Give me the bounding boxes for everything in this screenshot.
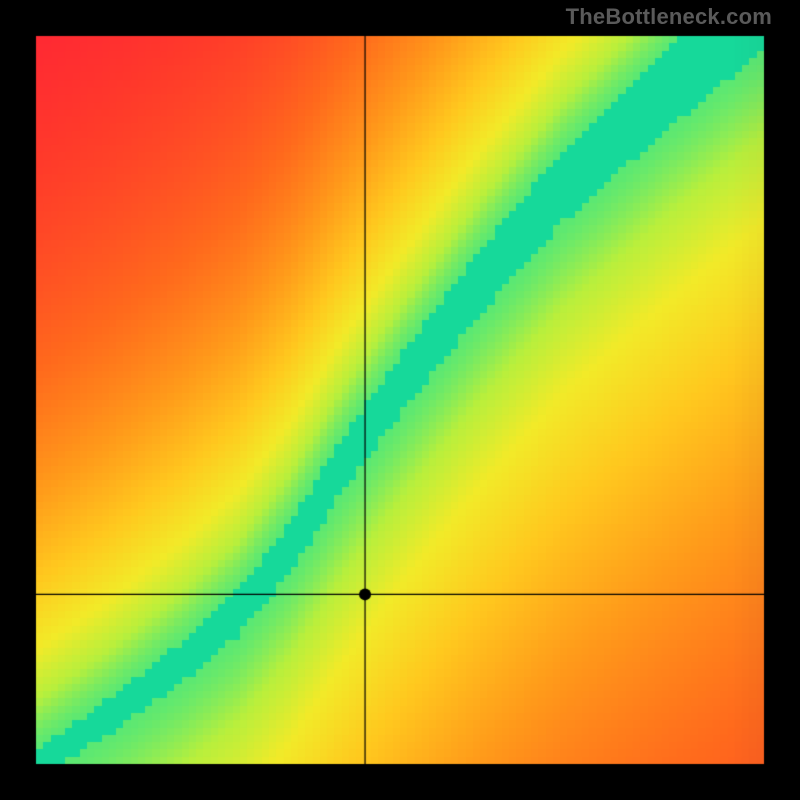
bottleneck-heatmap (0, 0, 800, 800)
attribution-label: TheBottleneck.com (566, 4, 772, 30)
stage: TheBottleneck.com (0, 0, 800, 800)
